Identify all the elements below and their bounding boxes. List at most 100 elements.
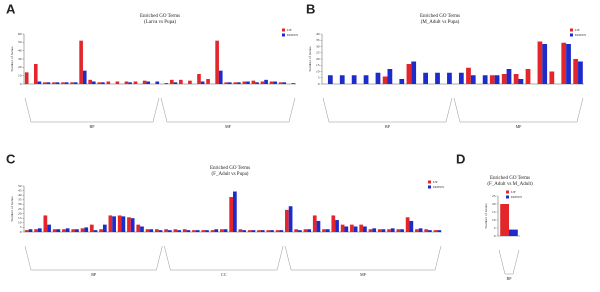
bar (428, 230, 432, 232)
bar (130, 218, 135, 232)
bar (24, 230, 29, 232)
bar (37, 228, 42, 232)
bar (233, 191, 237, 232)
bar (192, 230, 196, 232)
bar (149, 229, 154, 232)
bar (64, 82, 69, 84)
bar (423, 72, 428, 84)
bar (43, 82, 47, 84)
group-label: CC (221, 272, 227, 277)
bar (573, 59, 579, 84)
panel-letter: B (306, 1, 315, 16)
y-tick-label: 40 (18, 48, 22, 52)
bar (247, 230, 252, 232)
bar (128, 82, 132, 84)
bar (273, 81, 277, 84)
group-bracket (24, 97, 160, 123)
legend-label: DOWN (511, 195, 522, 199)
bar (182, 229, 187, 232)
legend-label: DOWN (575, 33, 586, 37)
bar (298, 230, 302, 232)
bar (145, 229, 150, 232)
bar (291, 83, 296, 84)
bar (173, 82, 178, 84)
bar (33, 64, 38, 84)
bar (340, 224, 345, 232)
y-tick-label: 30 (316, 44, 320, 48)
bar (71, 229, 76, 232)
y-tick-label: 45 (18, 188, 22, 192)
group-label: MF (225, 124, 232, 129)
bar (52, 229, 57, 232)
bar (322, 229, 326, 232)
bar (242, 230, 247, 232)
bar (288, 206, 293, 232)
panel-letter: D (456, 151, 465, 166)
bar (173, 229, 178, 232)
bar (368, 229, 373, 232)
bar (537, 41, 543, 84)
bar (224, 82, 228, 84)
bar (201, 230, 206, 232)
y-tick-label: 40 (316, 32, 320, 36)
y-tick-label: 20 (18, 65, 22, 69)
bar (344, 226, 349, 232)
bar (372, 228, 377, 232)
bar (375, 72, 381, 84)
bar (136, 224, 141, 232)
y-tick-label: 30 (18, 202, 22, 206)
bar (466, 67, 471, 84)
bar (80, 228, 85, 232)
bar (205, 230, 209, 232)
group-bracket (498, 249, 520, 275)
y-tick-label: 25 (316, 51, 320, 55)
y-tick-label: 5 (20, 225, 22, 229)
bar (34, 229, 38, 232)
bar (188, 80, 192, 84)
bar (506, 69, 512, 84)
bar (363, 75, 369, 84)
y-axis-label: Number of Genes (10, 196, 14, 222)
bar (303, 229, 308, 232)
group-bracket (322, 97, 453, 123)
bar (93, 230, 98, 232)
legend-label: UP (433, 180, 438, 184)
bar (219, 229, 224, 232)
bar (382, 76, 388, 84)
bar (350, 224, 354, 232)
bar (89, 224, 94, 232)
bar (133, 81, 138, 84)
bar (169, 79, 174, 84)
bar (115, 81, 120, 84)
y-tick-label: 35 (316, 38, 320, 42)
bar (359, 224, 364, 232)
bar (106, 81, 111, 84)
bar (381, 229, 386, 232)
bar (238, 229, 243, 232)
group-bracket (24, 245, 163, 271)
group-label: BP (385, 124, 391, 129)
bar (99, 229, 103, 232)
bar (363, 226, 367, 232)
bar (233, 82, 238, 84)
y-tick-label: 25 (492, 194, 496, 198)
bar (56, 229, 61, 232)
bar (158, 230, 163, 232)
y-axis-label: Number of Genes (484, 203, 488, 229)
bar (92, 81, 96, 84)
bar (513, 74, 519, 84)
group-bracket (164, 245, 284, 271)
bar (223, 229, 228, 232)
bar (279, 230, 284, 232)
bar (237, 82, 241, 84)
y-tick-label: 0 (494, 234, 496, 238)
y-tick-label: 0 (20, 82, 22, 86)
bar (108, 215, 113, 232)
bar (251, 80, 256, 84)
group-label: BP (91, 272, 97, 277)
bar (140, 226, 144, 232)
bar (269, 81, 274, 84)
bar (65, 228, 70, 232)
bar (127, 217, 131, 232)
